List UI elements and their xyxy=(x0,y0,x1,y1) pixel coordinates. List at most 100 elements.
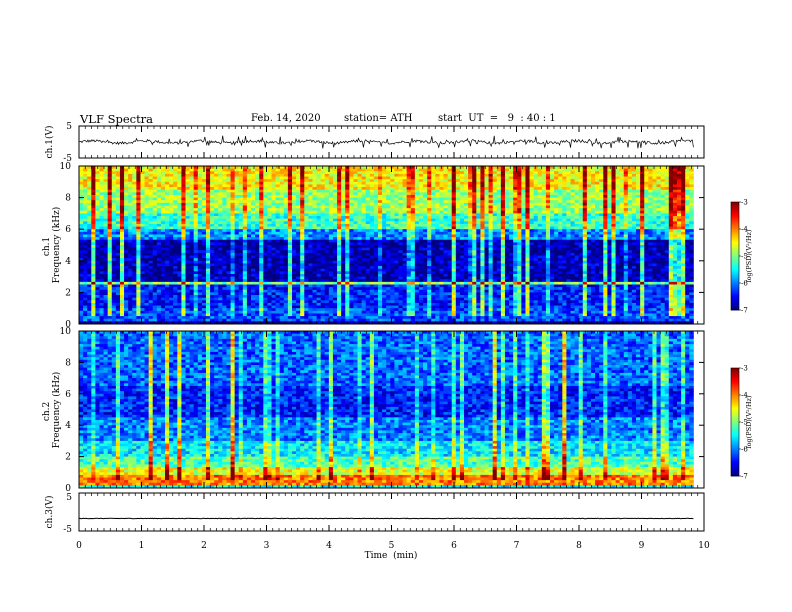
ch1-spectrogram-cell xyxy=(632,208,637,211)
ch1-spectrogram-cell xyxy=(525,211,530,214)
ch1-spectrogram-cell xyxy=(583,171,588,174)
ch1-spectrogram-cell xyxy=(497,240,502,243)
ch1-spectrogram-cell xyxy=(525,174,530,177)
ch1-spectrogram-cell xyxy=(308,177,313,180)
ch1-spectrogram-cell xyxy=(591,182,596,185)
ch1-spectrogram-cell xyxy=(394,240,399,243)
ch1-spectrogram-cell xyxy=(91,206,96,209)
ch1-spectrogram-cell xyxy=(661,234,666,237)
ch1-spectrogram-cell xyxy=(501,240,506,243)
ch1-spectrogram-cell xyxy=(247,227,252,230)
ch1-spectrogram-cell xyxy=(431,208,436,211)
ch1-spectrogram-cell xyxy=(611,169,616,172)
ch1-spectrogram-cell xyxy=(583,234,588,237)
ch1-spectrogram-cell xyxy=(79,171,84,174)
ch1-spectrogram-cell xyxy=(513,248,518,251)
ch1-spectrogram-cell xyxy=(640,187,645,190)
ch1-spectrogram-cell xyxy=(177,179,182,182)
ch1-spectrogram-cell xyxy=(276,203,281,206)
ch1-spectrogram-cell xyxy=(607,171,612,174)
ch1-spectrogram-cell xyxy=(550,250,555,253)
ch1-spectrogram-cell xyxy=(91,213,96,216)
ch1-spectrogram-cell xyxy=(681,206,686,209)
ch1-spectrogram-cell xyxy=(407,245,412,248)
ch1-spectrogram-cell xyxy=(620,182,625,185)
ch1-spectrogram-cell xyxy=(480,232,485,235)
ch1-spectrogram-cell xyxy=(288,182,293,185)
ch1-spectrogram-cell xyxy=(558,224,563,227)
ch1-spectrogram-cell xyxy=(398,219,403,222)
ch1-spectrogram-cell xyxy=(337,245,342,248)
ch1-spectrogram-cell xyxy=(157,177,162,180)
ch1-spectrogram-cell xyxy=(468,224,473,227)
ch1-spectrogram-cell xyxy=(415,182,420,185)
ch1-spectrogram-cell xyxy=(218,216,223,219)
ch1-spectrogram-cell xyxy=(185,169,190,172)
ch1-spectrogram-cell xyxy=(140,211,145,214)
ch1-spectrogram-cell xyxy=(276,174,281,177)
ch1-spectrogram-cell xyxy=(345,184,350,187)
ch1-spectrogram-cell xyxy=(177,229,182,232)
ch1-spectrogram-cell xyxy=(173,221,178,224)
ch1-spectrogram-cell xyxy=(665,187,670,190)
ch1-spectrogram-cell xyxy=(329,171,334,174)
ch1-spectrogram-cell xyxy=(235,242,240,245)
ch1-spectrogram-cell xyxy=(132,192,137,195)
ch1-spectrogram-cell xyxy=(509,234,514,237)
ch1-spectrogram-cell xyxy=(431,169,436,172)
ch1-spectrogram-cell xyxy=(665,219,670,222)
ch1-spectrogram-cell xyxy=(452,200,457,203)
ch1-spectrogram-cell xyxy=(226,195,231,198)
ch1-spectrogram-cell xyxy=(329,248,334,251)
ch1-spectrogram-cell xyxy=(91,221,96,224)
ch1-spectrogram-cell xyxy=(599,250,604,253)
ch1-spectrogram-cell xyxy=(382,184,387,187)
ch1-spectrogram-cell xyxy=(517,229,522,232)
ch1-spectrogram-cell xyxy=(513,219,518,222)
ch1-spectrogram-cell xyxy=(689,227,694,230)
ch1-spectrogram-cell xyxy=(423,248,428,251)
ch1-spectrogram-cell xyxy=(231,192,236,195)
ch1-spectrogram-cell xyxy=(239,192,244,195)
ch1-spectrogram-cell xyxy=(505,240,510,243)
ch1-spectrogram-cell xyxy=(530,250,535,253)
ch1-spectrogram-cell xyxy=(296,192,301,195)
ch1-spectrogram-cell xyxy=(530,190,535,193)
ch1-spectrogram-cell xyxy=(538,208,543,211)
ch1-spectrogram-cell xyxy=(91,179,96,182)
ch1-spectrogram-cell xyxy=(546,211,551,214)
ch1-spectrogram-cell xyxy=(444,171,449,174)
ch1-spectrogram-cell xyxy=(239,187,244,190)
ch1-spectrogram-cell xyxy=(104,250,109,253)
ch1-spectrogram-cell xyxy=(378,182,383,185)
ch1-spectrogram-cell xyxy=(562,203,567,206)
ch1-spectrogram-cell xyxy=(317,242,322,245)
ch1-spectrogram-cell xyxy=(243,174,248,177)
ch1-spectrogram-cell xyxy=(562,224,567,227)
ch1-spectrogram-cell xyxy=(243,227,248,230)
ch1-spectrogram-cell xyxy=(280,221,285,224)
ch1-spectrogram-cell xyxy=(280,206,285,209)
ch1-spectrogram-cell xyxy=(173,195,178,198)
ch1-spectrogram-cell xyxy=(689,208,694,211)
ch1-spectrogram-cell xyxy=(456,250,461,253)
ch1-spectrogram-cell xyxy=(366,169,371,172)
ch1-spectrogram-cell xyxy=(132,237,137,240)
ch1-spectrogram-cell xyxy=(542,174,547,177)
ch1-spectrogram-cell xyxy=(194,219,199,222)
ch1-spectrogram-cell xyxy=(95,224,100,227)
ch1-spectrogram-cell xyxy=(259,242,264,245)
ch1-spectrogram-cell xyxy=(251,211,256,214)
ch1-spectrogram-cell xyxy=(321,227,326,230)
ch1-spectrogram-cell xyxy=(185,195,190,198)
ch1-spectrogram-cell xyxy=(603,182,608,185)
ch1-spectrogram-cell xyxy=(116,245,121,248)
ch1-spectrogram-cell xyxy=(603,242,608,245)
ch1-spectrogram-cell xyxy=(562,182,567,185)
ch1-spectrogram-cell xyxy=(337,190,342,193)
ch1-spectrogram-cell xyxy=(124,224,129,227)
ch1-spectrogram-cell xyxy=(104,229,109,232)
ch1-spectrogram-cell xyxy=(329,219,334,222)
ch1-spectrogram-cell xyxy=(669,177,674,180)
ch1-spectrogram-cell xyxy=(304,198,309,201)
